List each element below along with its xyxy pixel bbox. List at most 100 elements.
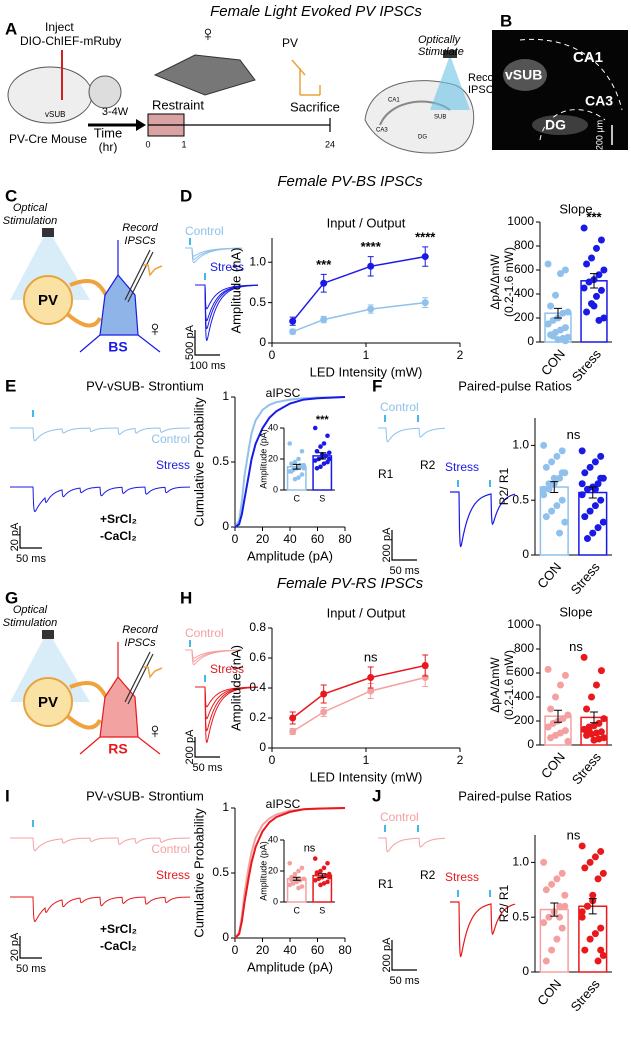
point	[549, 316, 557, 324]
point	[292, 476, 298, 482]
y-tick-label: 200	[514, 310, 534, 324]
label: Time	[94, 125, 122, 140]
label: Stress	[210, 260, 244, 274]
point	[287, 882, 293, 888]
point	[321, 881, 327, 886]
point	[561, 671, 569, 679]
label: 3-4W	[102, 106, 129, 118]
label: RS	[108, 741, 127, 757]
y-axis-label: Cumulative Probability	[191, 397, 206, 527]
scale-bar	[194, 737, 220, 758]
y-tick-label: 800	[514, 238, 534, 252]
label: Control	[151, 432, 190, 446]
y-axis-label: Amplitude (nA)	[228, 248, 243, 334]
x-tick-label: 2	[457, 348, 464, 362]
region-outline	[519, 38, 623, 111]
significance: ns	[569, 639, 583, 654]
point	[301, 466, 307, 471]
point	[545, 913, 553, 921]
point	[325, 433, 330, 439]
label: 50 ms	[16, 553, 46, 565]
point	[548, 946, 556, 954]
label: 0	[145, 139, 150, 149]
stim-marker	[417, 415, 419, 422]
point	[296, 868, 301, 874]
panel-letter: F	[372, 376, 382, 395]
point	[556, 270, 564, 278]
label: 50 ms	[390, 975, 420, 987]
point	[594, 480, 602, 488]
y-tick-label: 1	[222, 389, 229, 403]
y-tick-label: 0.5	[212, 454, 229, 468]
significance: ns	[304, 843, 316, 855]
point	[595, 271, 603, 279]
significance: ns	[567, 827, 581, 842]
point	[597, 236, 605, 244]
label: Control	[185, 224, 224, 238]
point	[586, 935, 594, 943]
label: Stress	[210, 662, 244, 676]
point	[312, 425, 318, 431]
label: ♀	[147, 718, 164, 743]
label: R2	[420, 868, 436, 882]
point	[597, 924, 605, 932]
x-axis-label: LED Intensity (mW)	[310, 769, 423, 784]
point	[296, 475, 301, 480]
y-tick-label: 0	[522, 964, 529, 978]
point	[578, 908, 586, 916]
scale-bar	[391, 940, 417, 971]
panel-letter: D	[180, 186, 192, 205]
error-bar	[590, 711, 598, 724]
label: Stimulate	[418, 46, 464, 58]
error-bar	[590, 273, 598, 289]
label: 50 ms	[193, 762, 223, 774]
point	[547, 302, 555, 310]
label: Sacrifice	[290, 99, 340, 114]
series-line	[292, 255, 426, 322]
y-axis-label: (0.2-1.6 mW)	[502, 650, 516, 720]
pv-cell	[23, 275, 73, 325]
figure-title: Female Light Evoked PV IPSCs	[210, 3, 422, 20]
point	[289, 317, 297, 325]
stim-marker	[32, 820, 34, 827]
label: PV	[38, 292, 58, 309]
stim-marker	[189, 640, 191, 647]
trace	[10, 427, 190, 442]
section-title: Female PV-RS IPSCs	[277, 575, 424, 592]
dendrite	[79, 240, 161, 353]
trace	[10, 837, 190, 852]
point	[326, 456, 332, 462]
point	[597, 847, 605, 855]
stim-marker	[489, 890, 491, 897]
label: 50 ms	[16, 963, 46, 975]
lamp	[42, 228, 54, 237]
point	[591, 930, 599, 938]
point	[588, 693, 596, 701]
label: Stress	[445, 870, 479, 884]
point	[583, 705, 591, 713]
point	[595, 316, 603, 324]
x-axis-label: Amplitude (pA)	[247, 548, 333, 563]
y-tick-label: 600	[514, 665, 534, 679]
point	[586, 463, 594, 471]
y-tick-label: 0.2	[249, 710, 266, 724]
trace	[378, 427, 445, 443]
label: Record	[122, 624, 158, 636]
point	[580, 284, 588, 292]
error-bar	[588, 486, 597, 499]
ipsc-icon	[143, 264, 163, 277]
label: Control	[380, 400, 419, 414]
point	[299, 472, 305, 477]
point	[578, 842, 586, 850]
stim-marker	[489, 480, 491, 487]
target-cell	[99, 273, 139, 336]
point	[542, 886, 550, 894]
point	[589, 529, 597, 537]
point	[597, 946, 605, 954]
label: DIO-ChIEF-mRuby	[20, 34, 121, 48]
label: IPSCs	[124, 235, 156, 247]
point	[592, 681, 600, 689]
point	[599, 869, 607, 877]
point	[296, 885, 301, 891]
point	[325, 860, 330, 866]
